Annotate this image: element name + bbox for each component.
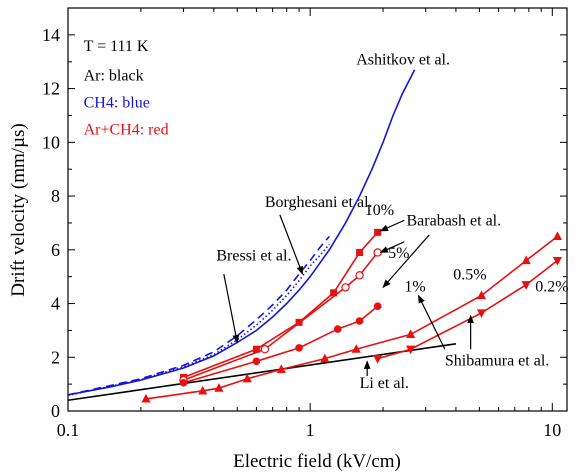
annotation-arrow [417, 294, 446, 350]
data-point-1 [355, 317, 364, 325]
data-point-0-5 [406, 329, 416, 339]
annotation-arrow [379, 241, 405, 254]
data-point-0-5 [521, 255, 531, 265]
annotation-label10: 10% [365, 202, 394, 219]
marker-layer [141, 228, 563, 403]
data-point-10 [374, 228, 382, 236]
data-point-10 [252, 345, 260, 353]
data-point-10 [356, 248, 364, 256]
annotation-arrow-borghesani [279, 214, 304, 275]
annotation-arrow-bressi [223, 273, 240, 344]
series-line-bressi-et-al [67, 243, 330, 397]
series-line-5 [183, 251, 379, 381]
x-axis-label: Electric field (kV/cm) [233, 451, 401, 472]
data-point-0-5 [320, 353, 330, 363]
data-point-10 [295, 318, 303, 326]
y-tick-label: 12 [42, 79, 60, 99]
data-point-5 [260, 345, 270, 354]
y-tick-label: 4 [51, 294, 60, 314]
data-point-0-5 [214, 383, 224, 392]
data-point-0-2 [406, 345, 416, 355]
legend-line: CH4: blue [84, 94, 150, 111]
y-axis-label: Drift velocity (mm/µs) [8, 123, 29, 296]
x-tick-label: 0.1 [57, 420, 80, 440]
data-point-0-2 [476, 309, 487, 318]
data-point-5 [373, 248, 382, 257]
series-line-li-et-al [67, 343, 457, 402]
series-line-1 [183, 305, 379, 384]
data-point-1 [333, 325, 342, 333]
annotation-li: Li et al. [360, 375, 409, 392]
data-point-10 [330, 289, 338, 297]
data-point-0-2 [552, 256, 563, 266]
axes: 0 2 4 6 8 10 12 14 0.1 1 10 [42, 8, 567, 440]
y-tick-label: 14 [42, 25, 60, 45]
annotation-barabash: Barabash et al. [407, 213, 502, 230]
series-line-0-5 [145, 235, 558, 400]
plot-frame [67, 7, 568, 412]
data-point-0-5 [476, 290, 487, 300]
y-tick-label: 8 [51, 186, 60, 206]
annotation-layer: Ashitkov et al. Borghesani et al. Bressi e… [216, 51, 568, 392]
data-point-0-5 [198, 385, 208, 395]
series-line-borghesani-et-al [67, 235, 330, 396]
data-point-0-5 [351, 344, 361, 353]
annotation-label5: 5% [388, 245, 409, 262]
series-layer [67, 69, 558, 402]
annotation-shibamura: Shibamura et al. [445, 352, 549, 369]
annotation-arrow-barabash [382, 234, 430, 289]
data-point-0-5 [141, 393, 151, 403]
x-tick-label: 1 [306, 420, 315, 440]
legend-text-block: T = 111 K Ar: black CH4: blue Ar+CH4: red [84, 38, 169, 138]
y-tick-label: 2 [51, 347, 60, 367]
data-point-5 [341, 283, 350, 292]
x-tick-label: 10 [543, 420, 561, 440]
data-point-1 [373, 302, 382, 311]
legend-line: T = 111 K [84, 38, 149, 55]
legend-line: Ar+CH4: red [84, 121, 169, 138]
legend-line: Ar: black [84, 68, 144, 85]
annotation-ashitkov: Ashitkov et al. [356, 51, 450, 68]
data-point-5 [355, 271, 364, 280]
data-point-0-2 [373, 355, 383, 364]
data-point-0-5 [276, 364, 286, 373]
y-tick-label: 0 [51, 401, 60, 421]
annotation-label05: 0.5% [453, 266, 486, 283]
annotation-borghesani: Borghesani et al. [265, 194, 373, 211]
y-tick-label: 10 [42, 132, 60, 152]
data-point-0-5 [552, 231, 563, 240]
y-tick-label: 6 [51, 240, 60, 260]
annotation-bressi: Bressi et al. [216, 248, 291, 265]
data-point-1 [179, 378, 188, 387]
data-point-0-5 [242, 373, 252, 383]
data-point-1 [295, 344, 303, 352]
annotation-label02: 0.2% [535, 278, 568, 295]
annotation-arrow [379, 219, 405, 232]
data-point-1 [252, 357, 261, 366]
data-point-0-2 [521, 281, 531, 290]
series-line-ashitkov-et-al [67, 69, 416, 396]
annotation-label1: 1% [404, 278, 425, 295]
